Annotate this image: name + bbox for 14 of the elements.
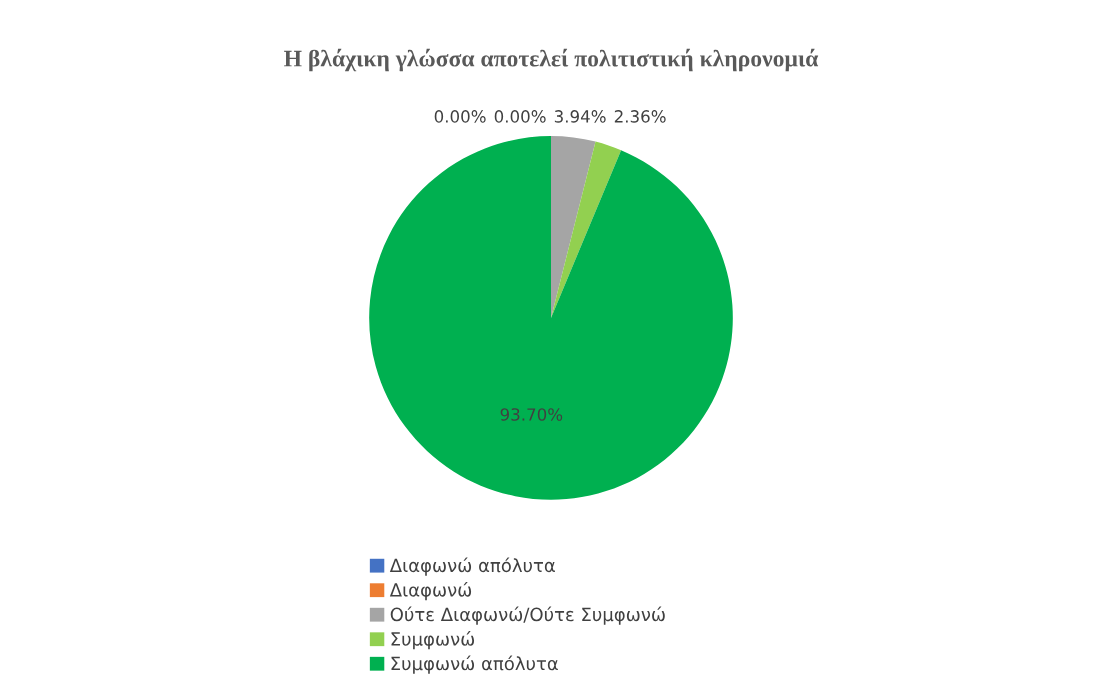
- pie-slice: [551, 141, 622, 318]
- text: 0.00%: [434, 110, 486, 123]
- pie-slice: [369, 136, 733, 500]
- legend-label: Ούτε Διαφωνώ/Ούτε Συμφωνώ: [390, 606, 665, 625]
- legend-label: Συμφωνώ απόλυτα: [391, 655, 558, 674]
- legend-label: Διαφωνώ: [389, 582, 472, 601]
- pie-slice: [551, 136, 596, 318]
- text: 0.00%: [494, 110, 546, 123]
- chart-title: Η βλάχικη γλώσσα αποτελεί πολιτιστική κληρονομιά: [284, 48, 819, 72]
- legend-label: Συμφωνώ: [391, 631, 475, 650]
- data-label: 2.36%: [614, 110, 666, 123]
- data-label: 3.94%: [554, 110, 606, 123]
- data-label: 93.70%: [500, 408, 563, 421]
- legend-label: Διαφωνώ απόλυτα: [389, 557, 555, 576]
